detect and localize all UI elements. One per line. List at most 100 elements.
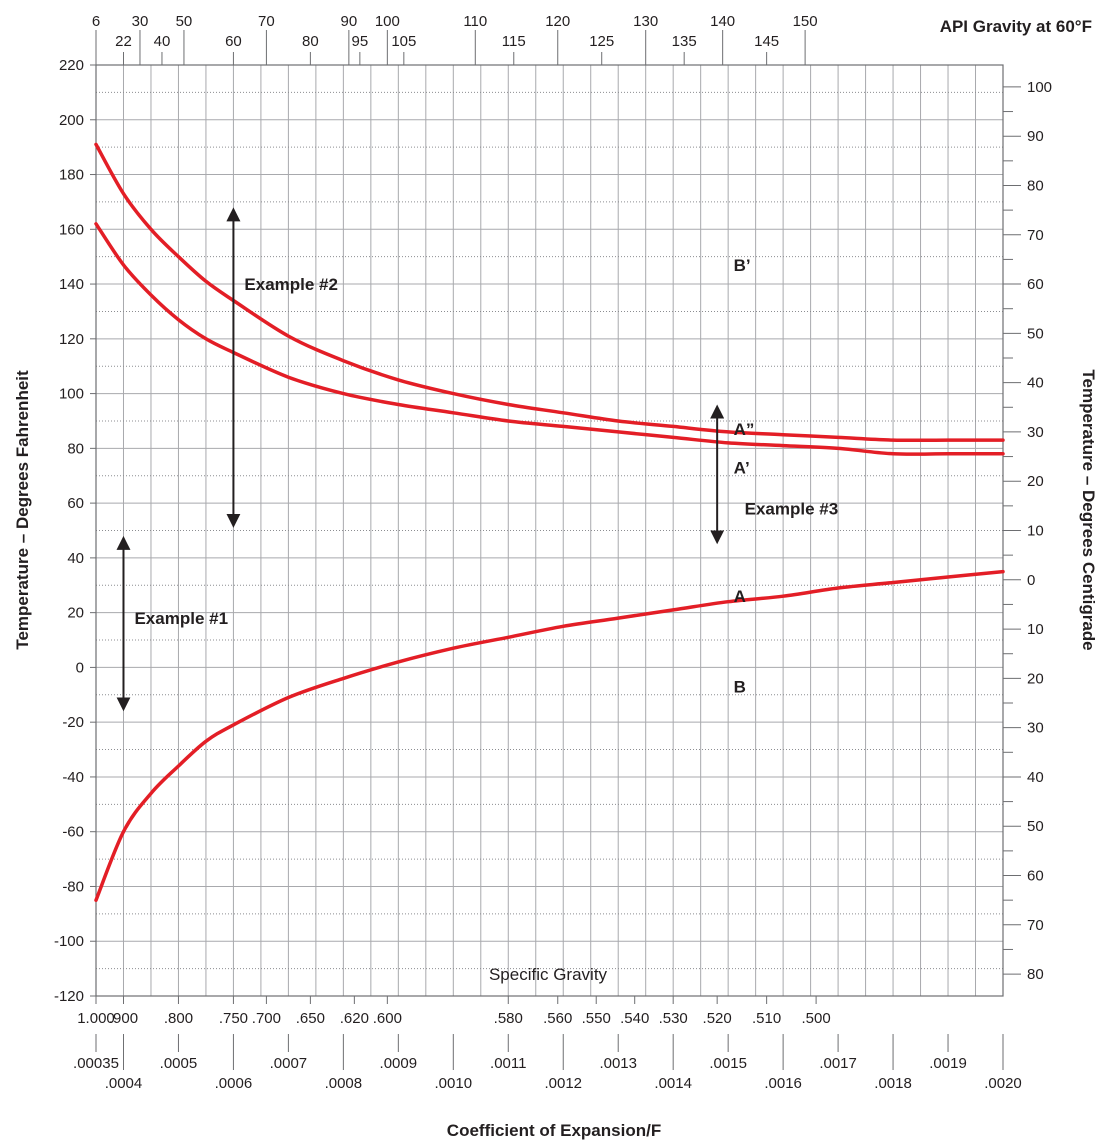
- api-tick-label: 130: [633, 13, 658, 30]
- coef-tick-label: .0005: [160, 1055, 198, 1072]
- y-right-tick-label: 10: [1027, 621, 1044, 638]
- sg-tick-label: 1.000: [77, 1010, 115, 1027]
- sg-tick-label: .580: [494, 1010, 523, 1027]
- grid-layer: [95, 65, 1004, 996]
- api-gravity-title: API Gravity at 60°F: [940, 17, 1092, 36]
- y-tick-label: -20: [62, 714, 84, 731]
- api-tick-label: 95: [352, 33, 369, 50]
- coef-tick-label: .0014: [654, 1075, 692, 1092]
- sg-tick-label: .620: [340, 1010, 369, 1027]
- y-right-tick-label: 50: [1027, 325, 1044, 342]
- y-axis-title-left: Temperature – Degrees Fahrenheit: [13, 370, 32, 650]
- sg-tick-label: .540: [620, 1010, 649, 1027]
- api-tick-label: 70: [258, 13, 275, 30]
- annotation-label: A’: [734, 459, 750, 478]
- series-line: [94, 142, 1005, 443]
- y-right-tick-label: 30: [1027, 720, 1044, 737]
- series-layer: [94, 142, 1005, 902]
- y-right-tick-label: 30: [1027, 424, 1044, 441]
- annotation-label: Example #3: [745, 500, 839, 519]
- api-tick-label: 50: [176, 13, 193, 30]
- y-right-tick-label: 90: [1027, 128, 1044, 145]
- specific-gravity-title: Specific Gravity: [489, 965, 608, 984]
- annotation-label: A: [734, 587, 746, 606]
- coef-tick-label: .0016: [764, 1075, 802, 1092]
- y-tick-label: -60: [62, 824, 84, 841]
- y-tick-label: -80: [62, 878, 84, 895]
- api-tick-label: 105: [391, 33, 416, 50]
- api-tick-label: 6: [92, 13, 100, 30]
- annotation-label: B: [734, 678, 746, 697]
- y-tick-label: 100: [59, 386, 84, 403]
- y-right-tick-label: 50: [1027, 818, 1044, 835]
- y-right-tick-label: 10: [1027, 523, 1044, 540]
- y-right-tick-label: 80: [1027, 177, 1044, 194]
- sg-tick-label: .530: [659, 1010, 688, 1027]
- y-tick-label: -40: [62, 769, 84, 786]
- y-tick-label: 120: [59, 331, 84, 348]
- axis-layer: 220200180160140120100806040200-20-40-60-…: [54, 13, 1052, 1092]
- api-tick-label: 135: [672, 33, 697, 50]
- sg-tick-label: .900: [109, 1010, 138, 1027]
- coef-tick-label: .0010: [435, 1075, 473, 1092]
- sg-tick-label: .500: [802, 1010, 831, 1027]
- api-tick-label: 125: [589, 33, 614, 50]
- y-right-tick-label: 40: [1027, 375, 1044, 392]
- coef-tick-label: .0019: [929, 1055, 967, 1072]
- coef-tick-label: .0015: [709, 1055, 747, 1072]
- api-tick-label: 40: [154, 33, 171, 50]
- api-tick-label: 140: [710, 13, 735, 30]
- y-right-tick-label: 40: [1027, 769, 1044, 786]
- sg-tick-label: .520: [703, 1010, 732, 1027]
- series-line: [94, 222, 1005, 456]
- y-tick-label: -100: [54, 933, 84, 950]
- x-axis-title: Coefficient of Expansion/F: [447, 1121, 661, 1140]
- api-tick-label: 80: [302, 33, 319, 50]
- y-tick-label: 0: [76, 659, 84, 676]
- y-right-tick-label: 20: [1027, 473, 1044, 490]
- api-tick-label: 120: [545, 13, 570, 30]
- coef-tick-label: .0004: [105, 1075, 143, 1092]
- y-right-tick-label: 0: [1027, 572, 1035, 589]
- api-tick-label: 90: [341, 13, 358, 30]
- coef-tick-label: .00035: [73, 1055, 119, 1072]
- y-right-tick-label: 20: [1027, 670, 1044, 687]
- y-tick-label: 60: [67, 495, 84, 512]
- series-line: [94, 569, 1005, 902]
- y-tick-label: 80: [67, 440, 84, 457]
- y-tick-label: -120: [54, 988, 84, 1005]
- sg-tick-label: .800: [164, 1010, 193, 1027]
- y-axis-title-right: Temperature – Degrees Centigrade: [1079, 369, 1098, 650]
- api-tick-label: 30: [132, 13, 149, 30]
- coef-tick-label: .0020: [984, 1075, 1022, 1092]
- api-tick-label: 115: [502, 33, 526, 50]
- y-tick-label: 220: [59, 57, 84, 74]
- sg-tick-label: .550: [582, 1010, 611, 1027]
- sg-tick-label: .750: [219, 1010, 248, 1027]
- coef-tick-label: .0018: [874, 1075, 912, 1092]
- annotation-layer: Example #1 Example #2 Example #3 B’ A” A’ A B: [116, 207, 839, 712]
- coef-tick-label: .0007: [270, 1055, 308, 1072]
- coef-tick-label: .0008: [325, 1075, 363, 1092]
- y-tick-label: 140: [59, 276, 84, 293]
- y-tick-label: 160: [59, 221, 84, 238]
- sg-tick-label: .510: [752, 1010, 781, 1027]
- y-tick-label: 40: [67, 550, 84, 567]
- sg-tick-label: .600: [373, 1010, 402, 1027]
- coef-tick-label: .0017: [819, 1055, 857, 1072]
- y-right-tick-label: 70: [1027, 917, 1044, 934]
- annotation-label: Example #1: [134, 609, 228, 628]
- y-right-tick-label: 70: [1027, 227, 1044, 244]
- sg-tick-label: .700: [252, 1010, 281, 1027]
- api-tick-label: 100: [375, 13, 400, 30]
- api-tick-label: 110: [463, 13, 487, 30]
- y-right-tick-label: 60: [1027, 868, 1044, 885]
- coef-tick-label: .0006: [215, 1075, 253, 1092]
- coef-tick-label: .0011: [490, 1055, 526, 1072]
- api-tick-label: 150: [793, 13, 818, 30]
- y-right-tick-label: 80: [1027, 966, 1044, 983]
- api-tick-label: 60: [225, 33, 242, 50]
- coef-tick-label: .0012: [544, 1075, 582, 1092]
- annotation-label: A”: [734, 420, 755, 439]
